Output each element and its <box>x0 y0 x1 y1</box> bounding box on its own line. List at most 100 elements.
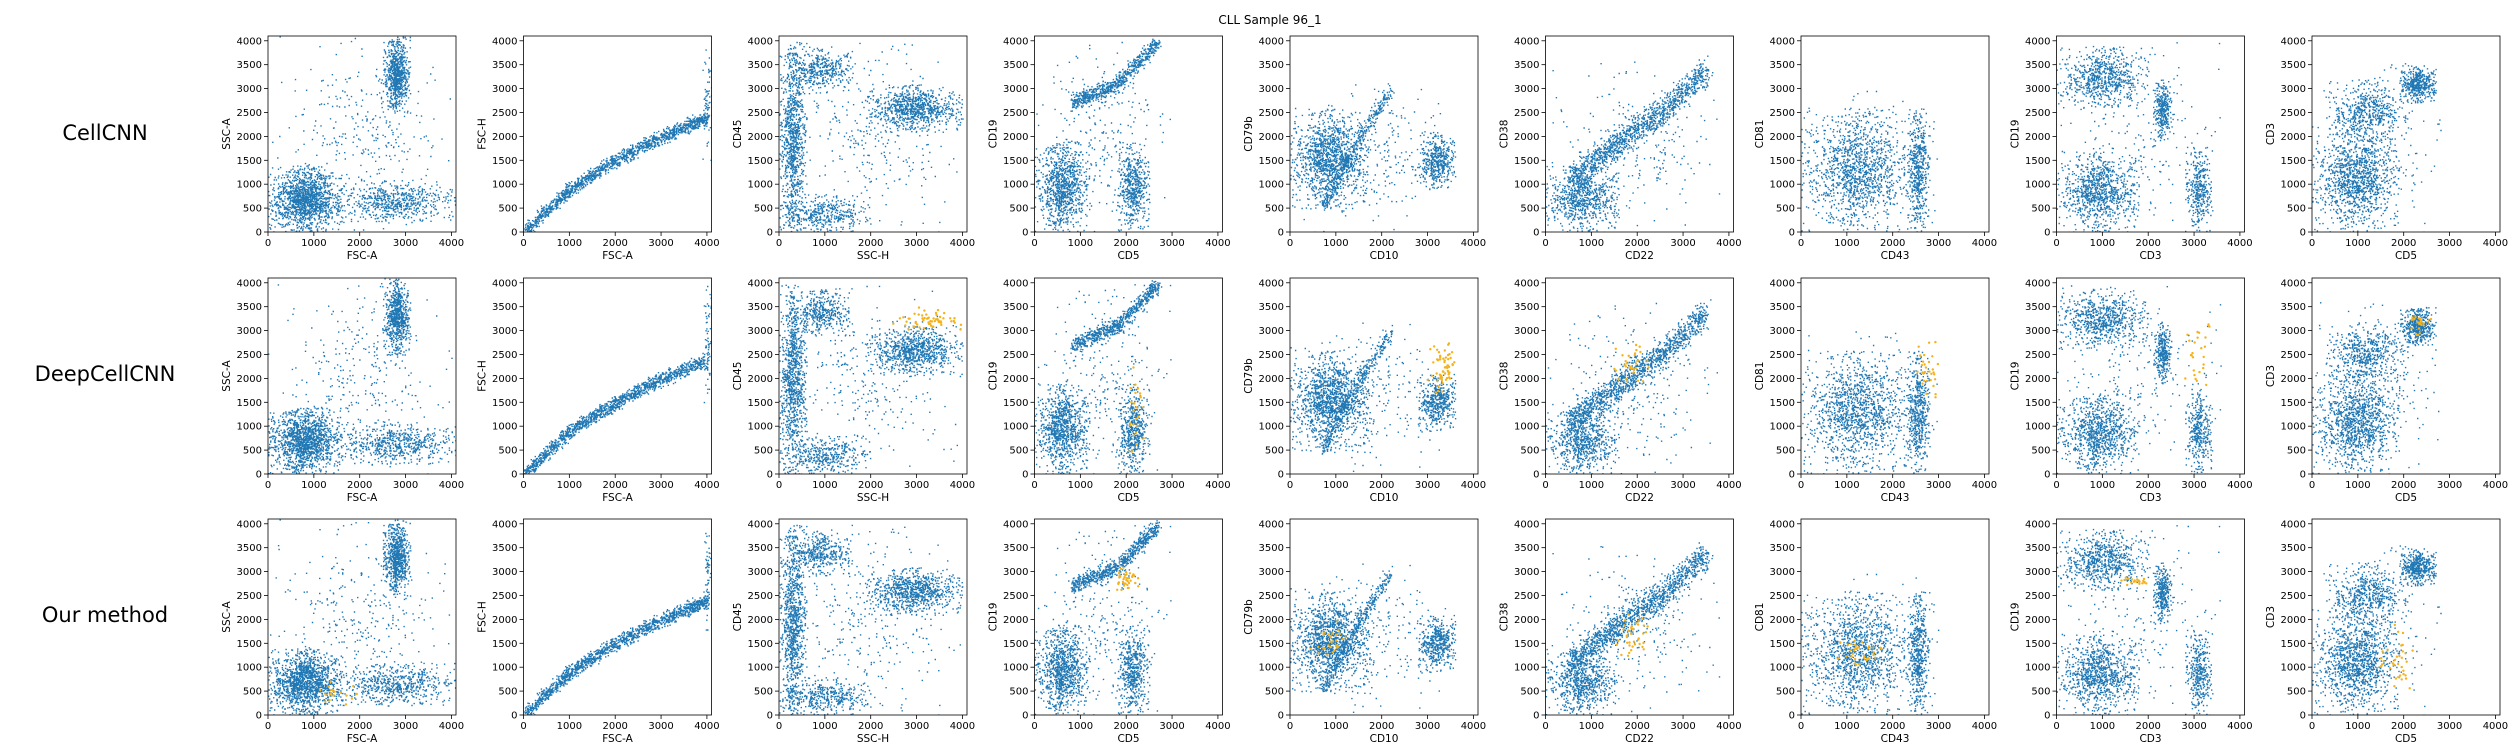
x-tick-label: 2000 <box>858 480 883 491</box>
y-tick-label: 2500 <box>1259 108 1284 119</box>
x-tick-label: 2000 <box>858 238 883 249</box>
selected-point <box>2397 631 2399 633</box>
y-tick-label: 1000 <box>1003 180 1028 191</box>
y-tick-label: 0 <box>2300 470 2306 481</box>
x-tick-label: 1000 <box>2345 721 2370 732</box>
y-tick-label: 500 <box>1009 446 1028 457</box>
x-tick-label: 3000 <box>1670 480 1695 491</box>
y-axis-label: CD79b <box>1243 599 1255 635</box>
selected-point <box>2418 327 2420 329</box>
selected-point <box>1129 572 1131 574</box>
selected-point <box>1855 664 1857 666</box>
y-tick-label: 1000 <box>237 422 262 433</box>
y-tick-label: 3000 <box>1003 567 1028 578</box>
x-axis-label: CD22 <box>1625 492 1654 504</box>
selected-point <box>1849 649 1851 651</box>
selected-point <box>2131 578 2133 580</box>
y-tick-label: 3500 <box>1003 60 1028 71</box>
selected-point <box>2430 318 2432 320</box>
x-tick-label: 2000 <box>1624 238 1649 249</box>
selected-point <box>2415 334 2417 336</box>
y-tick-label: 2000 <box>1259 132 1284 143</box>
y-tick-label: 1500 <box>1259 639 1284 650</box>
selected-point <box>1627 655 1629 657</box>
selected-point <box>1625 360 1627 362</box>
y-tick-label: 500 <box>754 687 773 698</box>
selected-point <box>918 326 920 328</box>
y-tick-label: 4000 <box>1003 278 1028 289</box>
y-tick-label: 0 <box>1022 711 1028 722</box>
selected-point <box>1858 663 1860 665</box>
y-tick-label: 2000 <box>1514 132 1539 143</box>
selected-point <box>1318 652 1320 654</box>
x-tick-label: 3000 <box>2437 721 2462 732</box>
y-tick-label: 2000 <box>1514 374 1539 385</box>
selected-point <box>1635 622 1637 624</box>
y-tick-label: 1000 <box>237 663 262 674</box>
x-tick-label: 4000 <box>439 480 464 491</box>
population-points <box>2312 63 2442 233</box>
x-tick-label: 0 <box>1031 238 1037 249</box>
y-tick-label: 500 <box>1776 687 1795 698</box>
population-points <box>1546 299 1718 475</box>
x-tick-label: 2000 <box>2135 480 2160 491</box>
x-tick-label: 1000 <box>557 238 582 249</box>
x-tick-label: 2000 <box>347 480 372 491</box>
selected-point <box>1621 354 1623 356</box>
selected-point <box>921 314 923 316</box>
selected-point <box>935 312 937 314</box>
x-tick-label: 3000 <box>1159 238 1184 249</box>
selected-point <box>1438 351 1440 353</box>
selected-point <box>1630 367 1632 369</box>
y-tick-label: 3000 <box>2025 326 2050 337</box>
y-tick-label: 0 <box>256 228 262 239</box>
selected-point <box>2141 582 2143 584</box>
x-tick-label: 0 <box>1031 721 1037 732</box>
y-tick-label: 2000 <box>1003 374 1028 385</box>
selected-point <box>2404 652 2406 654</box>
population-points <box>1801 91 1938 233</box>
selected-point <box>2422 322 2424 324</box>
y-tick-label: 1500 <box>748 156 773 167</box>
x-tick-label: 1000 <box>1068 480 1093 491</box>
x-tick-label: 3000 <box>2437 480 2462 491</box>
y-tick-label: 2000 <box>1003 615 1028 626</box>
selected-point <box>2396 656 2398 658</box>
y-tick-label: 4000 <box>2281 519 2306 530</box>
selected-point <box>931 320 933 322</box>
y-tick-label: 500 <box>1520 687 1539 698</box>
axes-frame <box>2312 36 2500 232</box>
x-tick-label: 2000 <box>2135 238 2160 249</box>
y-tick-label: 0 <box>1533 470 1539 481</box>
y-tick-label: 2000 <box>748 615 773 626</box>
selected-point <box>1647 366 1649 368</box>
selected-point <box>1442 370 1444 372</box>
selected-point <box>1635 362 1637 364</box>
x-axis-label: CD3 <box>2139 250 2161 262</box>
y-tick-label: 1000 <box>2025 180 2050 191</box>
row-label-our-method: Our method <box>42 603 168 627</box>
y-tick-label: 4000 <box>1514 519 1539 530</box>
selected-point <box>1447 370 1449 372</box>
y-tick-label: 1500 <box>1003 398 1028 409</box>
selected-points <box>2184 323 2210 386</box>
panel-2-2: 0 1000 2000 3000 400005001000150020002500300… <box>732 519 975 745</box>
y-tick-label: 2000 <box>2025 132 2050 143</box>
selected-point <box>1921 364 1923 366</box>
y-tick-label: 1000 <box>1514 422 1539 433</box>
y-tick-label: 2500 <box>1003 108 1028 119</box>
y-tick-label: 0 <box>1278 470 1284 481</box>
x-tick-label: 0 <box>265 238 271 249</box>
x-tick-label: 3000 <box>1415 238 1440 249</box>
x-tick-label: 2000 <box>347 721 372 732</box>
selected-point <box>1444 372 1446 374</box>
panel-2-7: 0 1000 2000 3000 400005001000150020002500300… <box>2010 519 2253 745</box>
selected-point <box>1133 402 1135 404</box>
x-axis-label: CD5 <box>1117 492 1139 504</box>
selected-point <box>1125 573 1127 575</box>
y-tick-label: 4000 <box>1770 278 1795 289</box>
y-axis-label: SSC-A <box>221 600 233 632</box>
selected-point <box>2191 352 2193 354</box>
y-tick-label: 0 <box>511 470 517 481</box>
selected-point <box>1839 641 1841 643</box>
